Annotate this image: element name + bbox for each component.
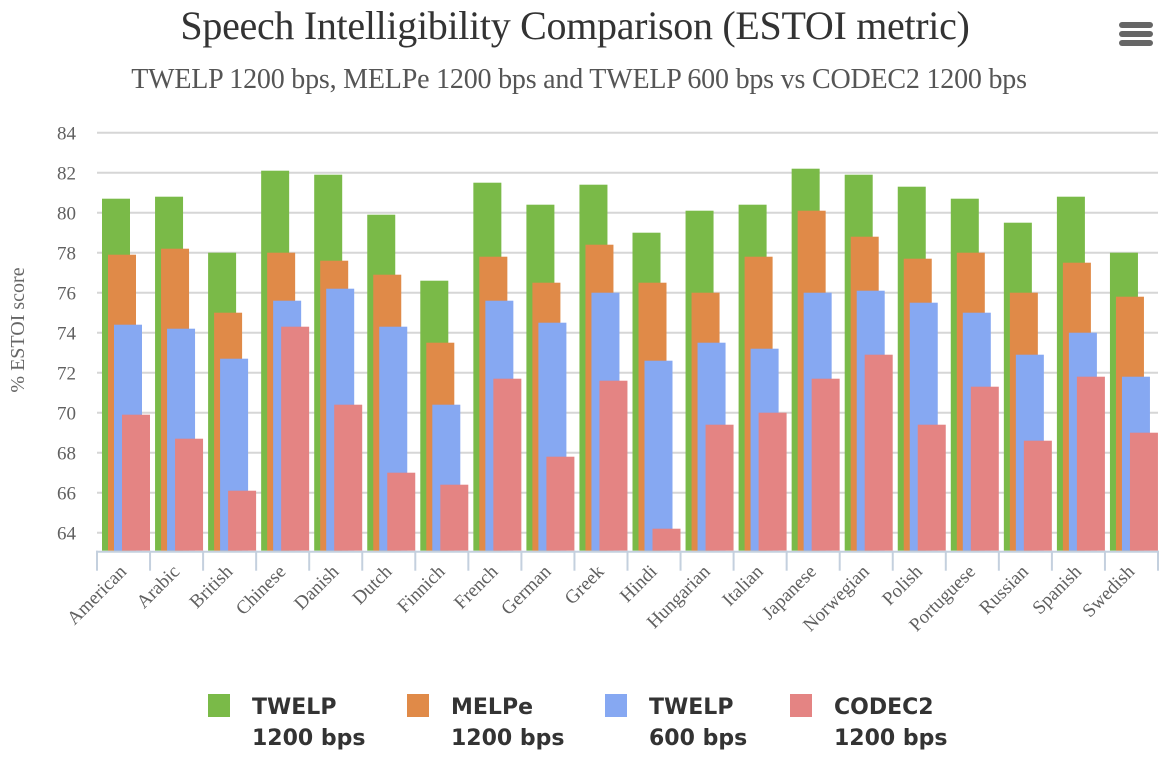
x-tick-label: Polish xyxy=(878,561,927,610)
chart-context-menu-button[interactable] xyxy=(1114,14,1158,52)
bar-twelp-600-bps-hindi[interactable] xyxy=(644,360,673,551)
bar-codec2-1200-bps-dutch[interactable] xyxy=(387,472,416,551)
bar-codec2-1200-bps-british[interactable] xyxy=(228,490,257,551)
legend-label-line1: TWELP xyxy=(252,695,337,720)
legend-label-line2: 1200 bps xyxy=(252,726,366,751)
bar-codec2-1200-bps-swedish[interactable] xyxy=(1129,432,1158,551)
bar-codec2-1200-bps-french[interactable] xyxy=(493,378,522,551)
x-tick-label: Russian xyxy=(976,561,1034,619)
legend: TWELP 1200 bps MELPe 1200 bps TWELP 600 bps CO… xyxy=(0,694,1170,754)
y-tick-label: 82 xyxy=(57,164,76,185)
bar-codec2-1200-bps-finnich[interactable] xyxy=(440,484,469,551)
x-tick-label: British xyxy=(186,561,238,613)
hamburger-menu-icon xyxy=(1119,22,1153,28)
bar-codec2-1200-bps-polish[interactable] xyxy=(917,424,946,551)
x-tick-label: American xyxy=(63,561,131,629)
bar-codec2-1200-bps-hindi[interactable] xyxy=(652,528,681,551)
bar-codec2-1200-bps-hungarian[interactable] xyxy=(705,424,734,551)
y-tick-label: 76 xyxy=(57,284,76,305)
hamburger-menu-icon-bar xyxy=(1119,40,1153,46)
x-tick-label: Arabic xyxy=(133,561,184,612)
x-tick-label: German xyxy=(497,561,555,619)
bar-codec2-1200-bps-norwegian[interactable] xyxy=(864,354,893,551)
x-tick-label: Swedish xyxy=(1079,561,1140,622)
gridlines xyxy=(97,131,1158,534)
y-tick-label: 74 xyxy=(57,324,77,345)
bars xyxy=(102,168,1158,551)
y-tick-label: 66 xyxy=(57,484,76,505)
hamburger-menu-icon-bar xyxy=(1119,31,1153,37)
legend-label: MELPe 1200 bps xyxy=(451,692,564,754)
bar-codec2-1200-bps-arabic[interactable] xyxy=(175,438,204,551)
y-tick-label: 78 xyxy=(57,244,76,265)
legend-swatch xyxy=(605,694,627,717)
legend-label: TWELP 1200 bps xyxy=(252,692,365,754)
x-axis xyxy=(96,550,1159,571)
legend-swatch xyxy=(407,694,429,717)
bar-codec2-1200-bps-spanish[interactable] xyxy=(1076,376,1105,551)
x-tick-label: Hindi xyxy=(616,561,661,606)
y-tick-label: 84 xyxy=(57,124,77,145)
x-tick-label: Spanish xyxy=(1029,561,1087,619)
chart-title: Speech Intelligibility Comparison (ESTOI… xyxy=(180,3,970,48)
bar-codec2-1200-bps-japanese[interactable] xyxy=(811,378,840,551)
bar-codec2-1200-bps-chinese[interactable] xyxy=(281,326,310,551)
legend-swatch xyxy=(208,694,230,717)
legend-label: TWELP 600 bps xyxy=(649,692,747,754)
x-tick-label: Chinese xyxy=(232,561,290,619)
bar-codec2-1200-bps-greek[interactable] xyxy=(599,380,628,551)
bar-codec2-1200-bps-portuguese[interactable] xyxy=(970,386,999,551)
y-tick-label: 70 xyxy=(57,404,76,425)
y-axis-title: % ESTOI score xyxy=(7,267,29,392)
legend-label-line2: 600 bps xyxy=(649,726,748,751)
y-tick-label: 64 xyxy=(57,524,77,545)
x-tick-label: Finnich xyxy=(393,561,449,617)
x-tick-label: Italian xyxy=(718,561,768,611)
bar-codec2-1200-bps-american[interactable] xyxy=(122,414,150,551)
bar-codec2-1200-bps-italian[interactable] xyxy=(758,412,787,551)
bar-codec2-1200-bps-german[interactable] xyxy=(546,456,575,551)
legend-label-line2: 1200 bps xyxy=(451,726,565,751)
legend-swatch xyxy=(790,694,812,717)
x-tick-label: Dutch xyxy=(349,561,397,609)
legend-label: CODEC2 1200 bps xyxy=(834,692,947,754)
x-tick-label: French xyxy=(450,561,503,614)
bar-codec2-1200-bps-danish[interactable] xyxy=(334,404,363,551)
chart-plot: 64 66 68 70 72 74 76 78 80 82 84 % ESTOI score Ame… xyxy=(7,124,1159,636)
y-tick-label: 68 xyxy=(57,444,76,465)
legend-label-line1: MELPe xyxy=(451,695,533,720)
legend-label-line2: 1200 bps xyxy=(834,726,948,751)
y-tick-label: 80 xyxy=(57,204,76,225)
chart-subtitle: TWELP 1200 bps, MELPe 1200 bps and TWELP… xyxy=(131,64,1027,95)
x-tick-label: Danish xyxy=(290,561,343,614)
y-tick-label: 72 xyxy=(57,364,76,385)
legend-label-line1: CODEC2 xyxy=(834,695,934,720)
x-tick-label: Greek xyxy=(561,561,609,609)
y-axis-ticks: 64 66 68 70 72 74 76 78 80 82 84 xyxy=(57,124,77,545)
bar-codec2-1200-bps-russian[interactable] xyxy=(1023,440,1052,551)
legend-label-line1: TWELP xyxy=(649,695,734,720)
